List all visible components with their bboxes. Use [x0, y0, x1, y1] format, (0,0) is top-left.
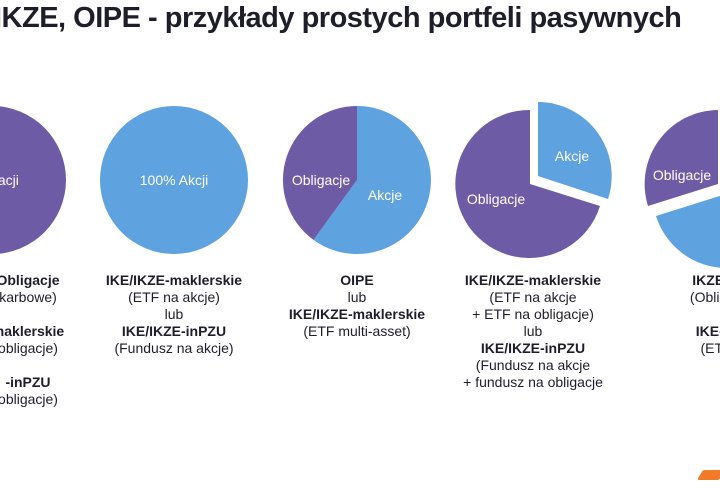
caption-4-line-3: + ETF na obligacje) [472, 306, 594, 322]
brand-accent-mark [697, 470, 720, 480]
pie-4-stocks-slice [538, 102, 612, 199]
caption-3-line-1: OIPE [340, 272, 374, 288]
caption-4-line-5: IKE/IKZE-inPZU [480, 340, 586, 356]
pie-3-bonds-slice [282, 105, 357, 240]
caption-2-line-1: IKE/IKZE-maklerskie [105, 272, 243, 288]
pie-2-label: 100% Akcji [140, 172, 208, 188]
caption-5-line-1: IKZE-O [692, 272, 720, 288]
caption-2-line-2: (ETF na akcje) [128, 289, 220, 305]
pie-5-stocks-slice [656, 195, 720, 268]
pie-5-bonds-slice [644, 110, 718, 206]
caption-1-line-7: -inPZU [5, 374, 51, 390]
caption-4-line-7: + fundusz na obligacje [463, 374, 603, 390]
caption-2-line-4: IKE/IKZE-inPZU [121, 323, 227, 339]
caption-1-line-4: maklerskie [0, 323, 65, 339]
pie-4-stocks-label: Akcje [555, 148, 589, 164]
caption-1-line-6 [0, 357, 133, 374]
caption-4-line-4: lub [523, 323, 543, 339]
caption-5-line-5: (ETF [700, 340, 720, 356]
pie-3-stocks-label: Akcje [368, 187, 402, 203]
caption-1-line-8: obligacje) [0, 391, 58, 407]
caption-3-line-4: (ETF multi-asset) [303, 323, 411, 339]
caption-1-line-1: Obligacje [0, 272, 60, 288]
caption-5-line-2: (Obligac [689, 289, 720, 305]
pie-1-label: Obligacji [0, 172, 19, 188]
caption-5-line-4: IKE-m [695, 323, 720, 339]
caption-portfolio-3: OIPE lub IKE/IKZE-maklerskie (ETF multi-… [252, 272, 462, 340]
caption-5-line-3 [611, 306, 720, 323]
caption-portfolio-1: Obligacje karbowe) maklerskie obligacje)… [0, 272, 133, 408]
caption-portfolio-2: IKE/IKZE-maklerskie (ETF na akcje) lub I… [69, 272, 279, 357]
pie-1-bonds-slice [0, 106, 66, 254]
caption-4-line-1: IKE/IKZE-maklerskie [464, 272, 602, 288]
pie-4-bonds-label: Obligacje [467, 191, 526, 207]
caption-3-line-2: lub [347, 289, 367, 305]
caption-1-line-5: obligacje) [0, 340, 58, 356]
pie-3-bonds-label: Obligacje [292, 172, 351, 188]
pie-4-bonds-slice [455, 109, 600, 258]
page-title: IKZE, OIPE - przykłady prostych portfeli… [0, 2, 682, 34]
caption-2-line-3: lub [164, 306, 184, 322]
caption-4-line-2: (ETF na akcje [489, 289, 577, 305]
caption-2-line-5: (Fundusz na akcje) [114, 340, 234, 356]
caption-portfolio-4: IKE/IKZE-maklerskie (ETF na akcje + ETF … [428, 272, 638, 391]
pie-3-stocks-slice [313, 106, 431, 254]
caption-1-line-2: karbowe) [0, 289, 57, 305]
pie-2-stocks-slice [100, 106, 248, 254]
pie-5-bonds-label: Obligacje [653, 167, 712, 183]
caption-4-line-6: (Fundusz na akcje [475, 357, 591, 373]
caption-3-line-3: IKE/IKZE-maklerskie [288, 306, 426, 322]
caption-portfolio-5: IKZE-O (Obligac IKE-m (ETF [611, 272, 720, 357]
